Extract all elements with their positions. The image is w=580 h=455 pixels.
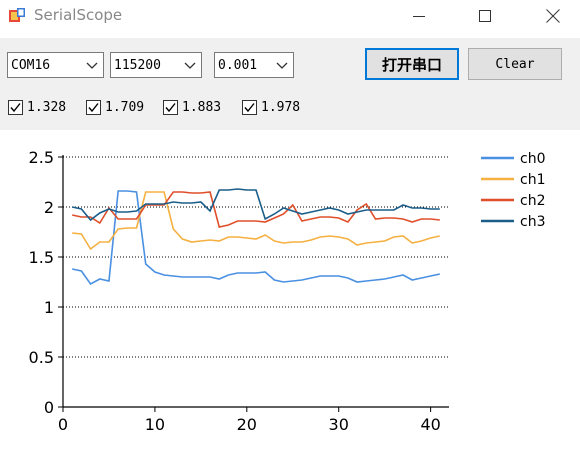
close-icon	[546, 9, 560, 23]
minimize-button[interactable]	[396, 0, 442, 32]
y-tick-label: 0	[44, 398, 54, 417]
legend-label-ch1: ch1	[520, 172, 545, 188]
y-tick-label: 1.5	[29, 248, 54, 267]
interval-select-value: 0.001	[218, 58, 258, 73]
port-select-value: COM16	[11, 58, 51, 73]
channel-0-value: 1.328	[27, 99, 67, 115]
checkmark-icon	[244, 102, 255, 112]
chevron-down-icon	[86, 62, 98, 69]
maximize-icon	[479, 10, 491, 22]
x-tick-label: 20	[237, 415, 257, 434]
channel-1-checkbox[interactable]: 1.709	[86, 97, 144, 117]
series-line-ch3	[72, 188, 440, 222]
checkmark-icon	[10, 102, 21, 112]
chevron-down-icon	[184, 62, 196, 69]
x-tick-label: 30	[329, 415, 349, 434]
baud-select-value: 115200	[114, 58, 161, 73]
legend-label-ch3: ch3	[520, 214, 545, 230]
y-tick-label: 2.5	[29, 148, 54, 167]
channel-2-checkbox[interactable]: 1.883	[163, 97, 221, 117]
channel-3-checkbox[interactable]: 1.978	[242, 97, 300, 117]
channel-2-value: 1.883	[182, 99, 222, 115]
toolbar: COM16 115200 0.001 打开串口 Clear	[0, 38, 580, 130]
channel-1-value: 1.709	[105, 99, 145, 115]
title-bar: SerialScope	[0, 0, 580, 32]
chevron-down-icon	[276, 62, 288, 69]
series-line-ch1	[72, 191, 440, 251]
legend-label-ch0: ch0	[520, 151, 545, 167]
scope-chart: 0 0.5 1 1.5 2 2.5 0 10 20 30 40 ch0 ch1 ch2 ch3	[29, 148, 546, 434]
minimize-icon	[413, 16, 425, 17]
series-line-ch0	[72, 190, 440, 286]
y-tick-label: 2	[44, 198, 54, 217]
series-line-ch2	[72, 191, 440, 228]
checkmark-icon	[165, 102, 176, 112]
channel-3-value: 1.978	[261, 99, 301, 115]
channel-0-checkbox[interactable]: 1.328	[8, 97, 66, 117]
close-button[interactable]	[530, 0, 576, 32]
maximize-button[interactable]	[462, 0, 508, 32]
serialscope-app-icon	[9, 8, 25, 22]
x-tick-label: 10	[145, 415, 165, 434]
window-title: SerialScope	[34, 6, 123, 24]
clear-button[interactable]: Clear	[468, 48, 562, 80]
y-tick-label: 1	[44, 298, 54, 317]
interval-select[interactable]: 0.001	[214, 52, 294, 78]
x-tick-label: 40	[420, 415, 440, 434]
baud-select[interactable]: 115200	[110, 52, 202, 78]
legend-label-ch2: ch2	[520, 193, 545, 209]
checkmark-icon	[88, 102, 99, 112]
open-port-button[interactable]: 打开串口	[365, 48, 459, 80]
y-tick-label: 0.5	[29, 348, 54, 367]
x-tick-label: 0	[58, 415, 68, 434]
port-select[interactable]: COM16	[7, 52, 104, 78]
